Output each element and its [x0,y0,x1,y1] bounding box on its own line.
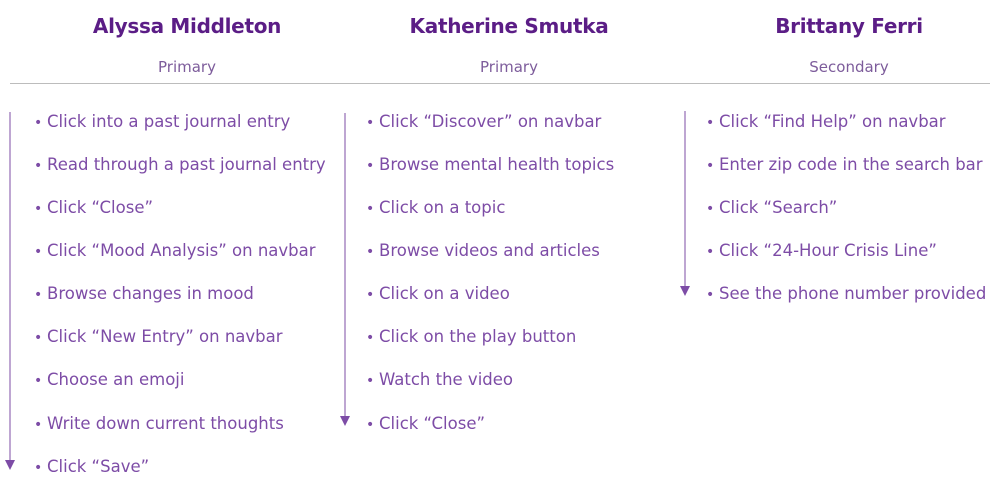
bullet-icon: • [706,158,715,174]
bullet-icon: • [366,158,375,174]
list-item: • Click “Discover” on navbar [366,112,601,133]
step-text: Read through a past journal entry [47,155,326,174]
persona-role: Primary [158,58,216,76]
step-text: Click on a topic [379,198,506,217]
bullet-icon: • [366,115,375,131]
bullet-icon: • [34,287,43,303]
flow-arrow-katherine [340,113,350,426]
persona-name: Brittany Ferri [775,14,923,38]
list-item: • Click on a video [366,284,510,305]
step-text: Click “Close” [379,414,486,433]
list-item: • Click into a past journal entry [34,112,290,133]
step-text: Enter zip code in the search bar [719,155,983,174]
bullet-icon: • [706,115,715,131]
bullet-icon: • [706,244,715,260]
flow-arrow-alyssa [5,112,15,470]
step-text: Browse mental health topics [379,155,615,174]
step-text: Click on a video [379,284,510,303]
list-item: • Click “Mood Analysis” on navbar [34,241,316,262]
list-item: • Click “Close” [366,414,485,435]
bullet-icon: • [706,287,715,303]
bullet-icon: • [34,330,43,346]
bullet-icon: • [34,417,43,433]
step-text: Click into a past journal entry [47,112,291,131]
list-item: • Browse mental health topics [366,155,614,176]
bullet-icon: • [366,244,375,260]
step-text: Choose an emoji [47,370,185,389]
list-item: • Browse videos and articles [366,241,600,262]
step-text: Click on the play button [379,327,577,346]
list-item: • Click on the play button [366,327,576,348]
step-text: Click “Mood Analysis” on navbar [47,241,316,260]
list-item: • Write down current thoughts [34,414,284,435]
step-text: Click “Discover” on navbar [379,112,602,131]
bullet-icon: • [34,158,43,174]
list-item: • Click on a topic [366,198,505,219]
bullet-icon: • [366,287,375,303]
step-text: Click “24-Hour Crisis Line” [719,241,937,260]
persona-role: Secondary [809,58,889,76]
step-text: Write down current thoughts [47,414,284,433]
persona-role: Primary [480,58,538,76]
persona-name: Katherine Smutka [409,14,609,38]
list-item: • Click “Search” [706,198,837,219]
bullet-icon: • [34,115,43,131]
step-text: Click “Search” [719,198,838,217]
bullet-icon: • [34,244,43,260]
persona-name: Alyssa Middleton [92,14,282,38]
step-text: Click “Save” [47,457,150,476]
flow-arrow-brittany [680,111,690,296]
bullet-icon: • [34,373,43,389]
step-text: Browse changes in mood [47,284,254,303]
list-item: • Enter zip code in the search bar [706,155,983,176]
step-text: Watch the video [379,370,514,389]
list-item: • Click “Find Help” on navbar [706,112,946,133]
bullet-icon: • [366,417,375,433]
list-item: • Click “Close” [34,198,153,219]
list-item: • See the phone number provided [706,284,986,305]
step-text: Click “Find Help” on navbar [719,112,946,131]
header-divider [10,83,990,84]
bullet-icon: • [706,201,715,217]
step-text: Click “New Entry” on navbar [47,327,283,346]
list-item: • Browse changes in mood [34,284,254,305]
bullet-icon: • [366,201,375,217]
step-text: See the phone number provided [719,284,987,303]
list-item: • Choose an emoji [34,370,184,391]
list-item: • Read through a past journal entry [34,155,326,176]
list-item: • Click “Save” [34,457,149,478]
step-text: Browse videos and articles [379,241,600,260]
step-text: Click “Close” [47,198,154,217]
bullet-icon: • [34,460,43,476]
list-item: • Watch the video [366,370,513,391]
bullet-icon: • [366,373,375,389]
bullet-icon: • [34,201,43,217]
list-item: • Click “24-Hour Crisis Line” [706,241,937,262]
bullet-icon: • [366,330,375,346]
list-item: • Click “New Entry” on navbar [34,327,283,348]
